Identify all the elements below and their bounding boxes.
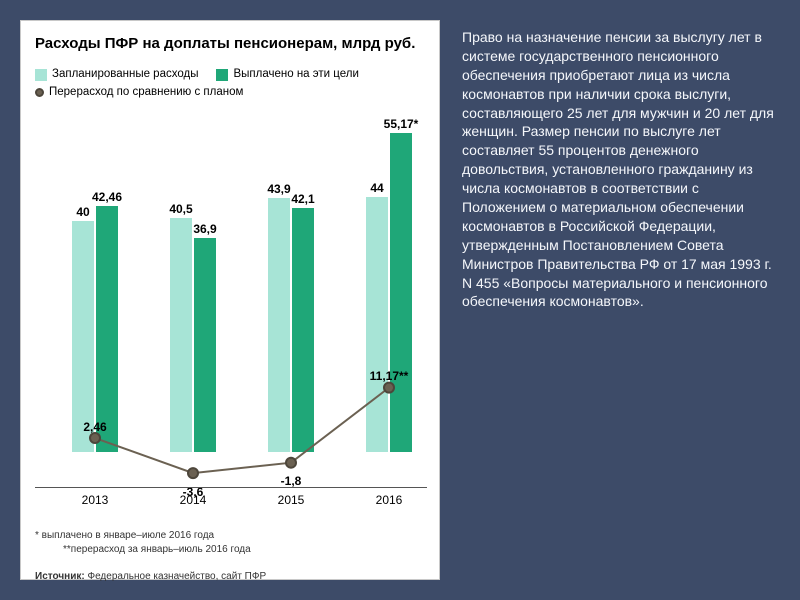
bar-group: 43,942,1 xyxy=(268,105,322,487)
footnote-1: * выплачено в январе–июле 2016 года xyxy=(35,529,427,543)
bar-planned: 44 xyxy=(366,197,388,452)
source-text: Федеральное казначейство, сайт ПФР xyxy=(87,571,266,582)
bar-group: 4455,17* xyxy=(366,105,420,487)
slide-text: Право на назначение пенсии за выслугу ле… xyxy=(440,0,800,600)
chart-source: Источник: Федеральное казначейство, сайт… xyxy=(35,571,427,582)
bar-value-label: 40 xyxy=(76,205,89,221)
bar-value-label: 55,17* xyxy=(384,117,419,133)
x-tick: 2013 xyxy=(82,493,109,507)
bar-value-label: 42,46 xyxy=(92,190,122,206)
bar-value-label: 40,5 xyxy=(169,202,192,218)
bar-planned: 43,9 xyxy=(268,198,290,452)
legend-swatch-paid xyxy=(216,69,228,81)
footnote-2: **перерасход за январь–июль 2016 года xyxy=(63,543,251,557)
chart-panel: Расходы ПФР на доплаты пенсионерам, млрд… xyxy=(20,20,440,580)
bar-value-label: 44 xyxy=(370,181,383,197)
bar-planned: 40,5 xyxy=(170,218,192,452)
body-text: Право на назначение пенсии за выслугу ле… xyxy=(462,28,774,311)
legend-label-paid: Выплачено на эти цели xyxy=(233,66,358,83)
x-tick: 2016 xyxy=(376,493,403,507)
chart-plot: 4042,4640,536,943,942,14455,17*2,46-3,6-… xyxy=(35,105,427,487)
bar-paid: 36,9 xyxy=(194,238,216,452)
source-label: Источник: xyxy=(35,571,85,582)
bar-value-label: 36,9 xyxy=(193,222,216,238)
legend-label-planned: Запланированные расходы xyxy=(52,66,198,83)
x-tick: 2015 xyxy=(278,493,305,507)
line-value-label: 2,46 xyxy=(83,420,106,434)
x-tick: 2014 xyxy=(180,493,207,507)
line-value-label: 11,17** xyxy=(370,369,409,383)
legend-swatch-planned xyxy=(35,69,47,81)
bar-group: 40,536,9 xyxy=(170,105,224,487)
chart-title: Расходы ПФР на доплаты пенсионерам, млрд… xyxy=(35,35,427,52)
legend-marker-line xyxy=(35,88,44,97)
bar-planned: 40 xyxy=(72,221,94,453)
chart-footnotes: * выплачено в январе–июле 2016 года **пе… xyxy=(35,529,427,557)
chart-legend: Запланированные расходы Выплачено на эти… xyxy=(35,66,427,101)
bar-paid: 42,1 xyxy=(292,208,314,452)
legend-label-line: Перерасход по сравнению с планом xyxy=(49,84,243,101)
x-axis: 2013 2014 2015 2016 xyxy=(35,487,427,505)
bar-value-label: 43,9 xyxy=(267,182,290,198)
bar-paid: 55,17* xyxy=(390,133,412,452)
bar-value-label: 42,1 xyxy=(291,192,314,208)
bar-paid: 42,46 xyxy=(96,206,118,452)
